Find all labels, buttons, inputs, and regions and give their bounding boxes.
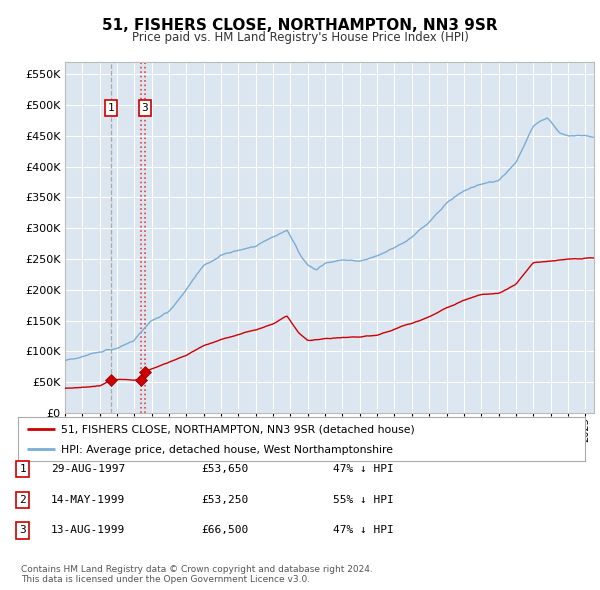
Text: 55% ↓ HPI: 55% ↓ HPI xyxy=(333,495,394,504)
Text: 14-MAY-1999: 14-MAY-1999 xyxy=(51,495,125,504)
Text: 1: 1 xyxy=(19,464,26,474)
Text: £53,650: £53,650 xyxy=(201,464,248,474)
Text: 2: 2 xyxy=(19,495,26,504)
Text: 1: 1 xyxy=(107,103,115,113)
Text: 51, FISHERS CLOSE, NORTHAMPTON, NN3 9SR: 51, FISHERS CLOSE, NORTHAMPTON, NN3 9SR xyxy=(102,18,498,32)
Text: Price paid vs. HM Land Registry's House Price Index (HPI): Price paid vs. HM Land Registry's House … xyxy=(131,31,469,44)
Text: 3: 3 xyxy=(19,526,26,535)
Text: 51, FISHERS CLOSE, NORTHAMPTON, NN3 9SR (detached house): 51, FISHERS CLOSE, NORTHAMPTON, NN3 9SR … xyxy=(61,425,414,435)
Text: 47% ↓ HPI: 47% ↓ HPI xyxy=(333,464,394,474)
Text: £66,500: £66,500 xyxy=(201,526,248,535)
Text: 47% ↓ HPI: 47% ↓ HPI xyxy=(333,526,394,535)
Text: 3: 3 xyxy=(142,103,148,113)
Text: 29-AUG-1997: 29-AUG-1997 xyxy=(51,464,125,474)
Text: Contains HM Land Registry data © Crown copyright and database right 2024.
This d: Contains HM Land Registry data © Crown c… xyxy=(21,565,373,584)
Text: HPI: Average price, detached house, West Northamptonshire: HPI: Average price, detached house, West… xyxy=(61,445,392,455)
Text: 13-AUG-1999: 13-AUG-1999 xyxy=(51,526,125,535)
Text: £53,250: £53,250 xyxy=(201,495,248,504)
